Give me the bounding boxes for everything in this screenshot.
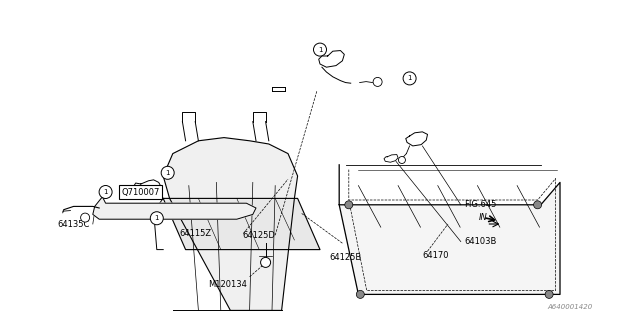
Circle shape bbox=[99, 186, 112, 198]
Circle shape bbox=[399, 156, 405, 164]
Circle shape bbox=[260, 257, 271, 268]
Text: 1: 1 bbox=[154, 215, 159, 221]
Text: M120134: M120134 bbox=[208, 280, 246, 289]
Polygon shape bbox=[319, 51, 344, 67]
Polygon shape bbox=[133, 180, 161, 195]
Polygon shape bbox=[93, 197, 256, 219]
Circle shape bbox=[150, 212, 163, 225]
Text: 64170: 64170 bbox=[422, 252, 449, 260]
Text: 64115Z: 64115Z bbox=[179, 229, 211, 238]
Text: 1: 1 bbox=[165, 170, 170, 176]
Circle shape bbox=[534, 201, 541, 209]
Text: IN: IN bbox=[479, 213, 488, 222]
Circle shape bbox=[314, 43, 326, 56]
Circle shape bbox=[545, 291, 553, 299]
Circle shape bbox=[81, 213, 90, 222]
Text: 64103B: 64103B bbox=[464, 237, 497, 246]
Text: 64125B: 64125B bbox=[330, 253, 362, 262]
Text: A640001420: A640001420 bbox=[547, 304, 592, 310]
Polygon shape bbox=[406, 132, 428, 146]
Text: Q710007: Q710007 bbox=[122, 188, 160, 196]
Circle shape bbox=[161, 166, 174, 179]
Polygon shape bbox=[339, 165, 560, 294]
Text: 1: 1 bbox=[317, 47, 323, 52]
Text: 64135C: 64135C bbox=[58, 220, 90, 228]
Text: 1: 1 bbox=[103, 189, 108, 195]
Text: 1: 1 bbox=[407, 76, 412, 81]
Polygon shape bbox=[163, 198, 320, 250]
Polygon shape bbox=[163, 138, 298, 310]
Text: FIG.645: FIG.645 bbox=[464, 200, 497, 209]
Circle shape bbox=[356, 291, 364, 299]
Text: 64125D: 64125D bbox=[243, 231, 275, 240]
Polygon shape bbox=[384, 155, 398, 162]
Circle shape bbox=[403, 72, 416, 85]
Circle shape bbox=[373, 77, 382, 86]
Circle shape bbox=[345, 201, 353, 209]
